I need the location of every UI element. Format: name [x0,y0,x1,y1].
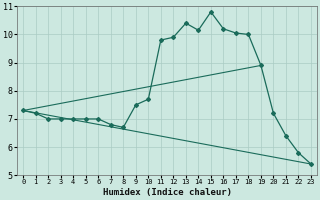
X-axis label: Humidex (Indice chaleur): Humidex (Indice chaleur) [103,188,232,197]
